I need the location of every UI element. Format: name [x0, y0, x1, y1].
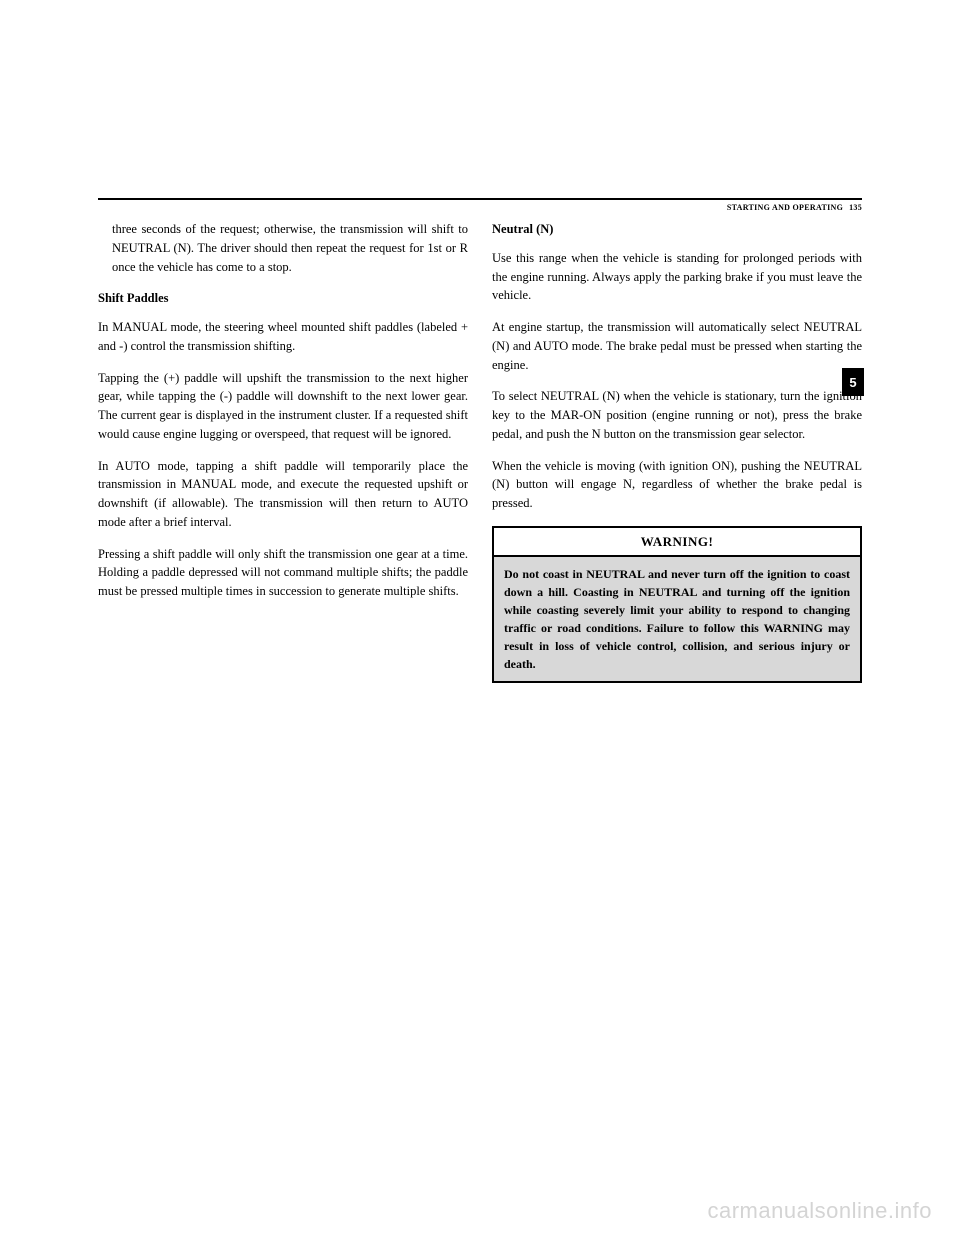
body-text: three seconds of the request; otherwise,…: [98, 220, 468, 276]
body-text: When the vehicle is moving (with ignitio…: [492, 457, 862, 513]
content-columns: three seconds of the request; otherwise,…: [98, 220, 862, 683]
body-text: Use this range when the vehicle is stand…: [492, 249, 862, 305]
body-text: In AUTO mode, tapping a shift paddle wil…: [98, 457, 468, 532]
page-header: STARTING AND OPERATING 135: [98, 200, 862, 220]
body-text: Pressing a shift paddle will only shift …: [98, 545, 468, 601]
warning-box: WARNING! Do not coast in NEUTRAL and nev…: [492, 526, 862, 684]
warning-body: Do not coast in NEUTRAL and never turn o…: [494, 557, 860, 681]
left-column: three seconds of the request; otherwise,…: [98, 220, 468, 683]
body-text: In MANUAL mode, the steering wheel mount…: [98, 318, 468, 356]
body-text: At engine startup, the transmission will…: [492, 318, 862, 374]
page-number: 135: [849, 203, 862, 212]
warning-title: WARNING!: [494, 528, 860, 558]
body-text: Tapping the (+) paddle will upshift the …: [98, 369, 468, 444]
sub-heading: Neutral (N): [492, 220, 862, 239]
page-content: STARTING AND OPERATING 135 5 three secon…: [98, 198, 862, 838]
section-tab: 5: [842, 368, 864, 396]
sub-heading: Shift Paddles: [98, 289, 468, 308]
body-text: To select NEUTRAL (N) when the vehicle i…: [492, 387, 862, 443]
right-column: Neutral (N) Use this range when the vehi…: [492, 220, 862, 683]
section-title: STARTING AND OPERATING: [727, 203, 843, 212]
watermark: carmanualsonline.info: [707, 1198, 932, 1224]
